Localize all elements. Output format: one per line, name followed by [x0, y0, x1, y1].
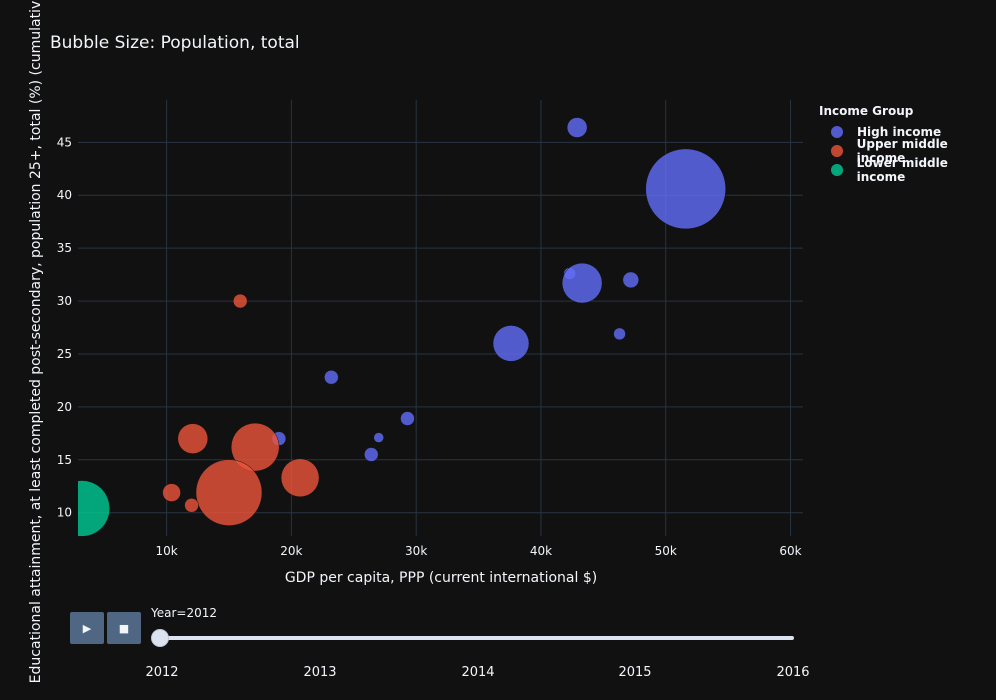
legend-marker	[831, 144, 843, 157]
slider-tick-label: 2014	[461, 665, 495, 680]
bubble-point	[645, 148, 726, 230]
legend-marker	[831, 163, 843, 176]
bubble-point	[373, 432, 384, 443]
bubble-point	[177, 423, 209, 454]
slider-tick-label: 2013	[303, 665, 337, 680]
tick-layer: 10k 20k 30k 40k 50k 60k 10 15 20 25 30 35 40 45	[57, 135, 802, 558]
slider-current-value: Year=2012	[151, 606, 217, 620]
stop-button[interactable]: ■	[107, 612, 141, 644]
legend-item-upper-middle-income[interactable]: Upper middle income	[819, 137, 996, 165]
x-tick-label: 40k	[530, 544, 552, 558]
play-button[interactable]: ▶	[70, 612, 104, 644]
legend-label: High income	[857, 124, 942, 139]
bubble-point	[162, 483, 181, 502]
bubble-point	[492, 325, 530, 362]
y-tick-label: 15	[57, 453, 72, 467]
bubble-point	[613, 327, 626, 341]
play-icon: ▶	[82, 621, 92, 635]
legend-marker	[831, 125, 843, 138]
y-tick-label: 20	[57, 400, 72, 414]
slider-tick-label: 2012	[145, 665, 179, 680]
x-tick-label: 20k	[280, 544, 302, 558]
bubble-point	[561, 262, 603, 304]
bubble-point	[184, 498, 199, 513]
bubble-point	[232, 293, 248, 309]
bubble-point	[566, 117, 588, 138]
bubble-point	[324, 370, 339, 385]
slider-tick-label: 2016	[776, 665, 810, 680]
legend-title: Income Group	[819, 104, 914, 118]
x-tick-label: 10k	[155, 544, 177, 558]
y-axis-label: Educational attainment, at least complet…	[28, 0, 44, 684]
bubble-point	[78, 480, 110, 536]
legend-label: Lower middle income	[856, 155, 948, 184]
x-tick-label: 60k	[779, 544, 801, 558]
bubble-point	[195, 459, 263, 526]
x-axis-label: GDP per capita, PPP (current internation…	[284, 570, 598, 586]
y-tick-label: 45	[57, 135, 72, 149]
legend-label: Upper middle income	[856, 136, 948, 165]
year-slider-track[interactable]	[160, 636, 794, 640]
bubble-point	[363, 447, 379, 462]
y-tick-label: 30	[57, 294, 72, 308]
legend-item-lower-middle-income[interactable]: Lower middle income	[819, 156, 996, 184]
bubble-layer	[78, 117, 726, 536]
y-tick-label: 35	[57, 241, 72, 255]
legend-item-high-income[interactable]: High income	[819, 122, 996, 141]
y-tick-label: 10	[57, 506, 72, 520]
year-slider-handle[interactable]	[151, 629, 169, 647]
slider-tick-label: 2015	[618, 665, 652, 680]
bubble-point	[230, 422, 280, 472]
bubble-group	[78, 117, 726, 536]
stop-icon: ■	[118, 621, 130, 635]
bubble-point	[622, 271, 640, 289]
y-tick-label: 40	[57, 188, 72, 202]
bubble-point	[400, 411, 415, 426]
x-tick-label: 30k	[405, 544, 427, 558]
chart-title: Bubble Size: Population, total	[50, 33, 300, 53]
bubble-point	[280, 458, 320, 498]
x-tick-label: 50k	[655, 544, 677, 558]
y-tick-label: 25	[57, 347, 72, 361]
legend: Income Group High income Upper middle in…	[819, 104, 996, 184]
